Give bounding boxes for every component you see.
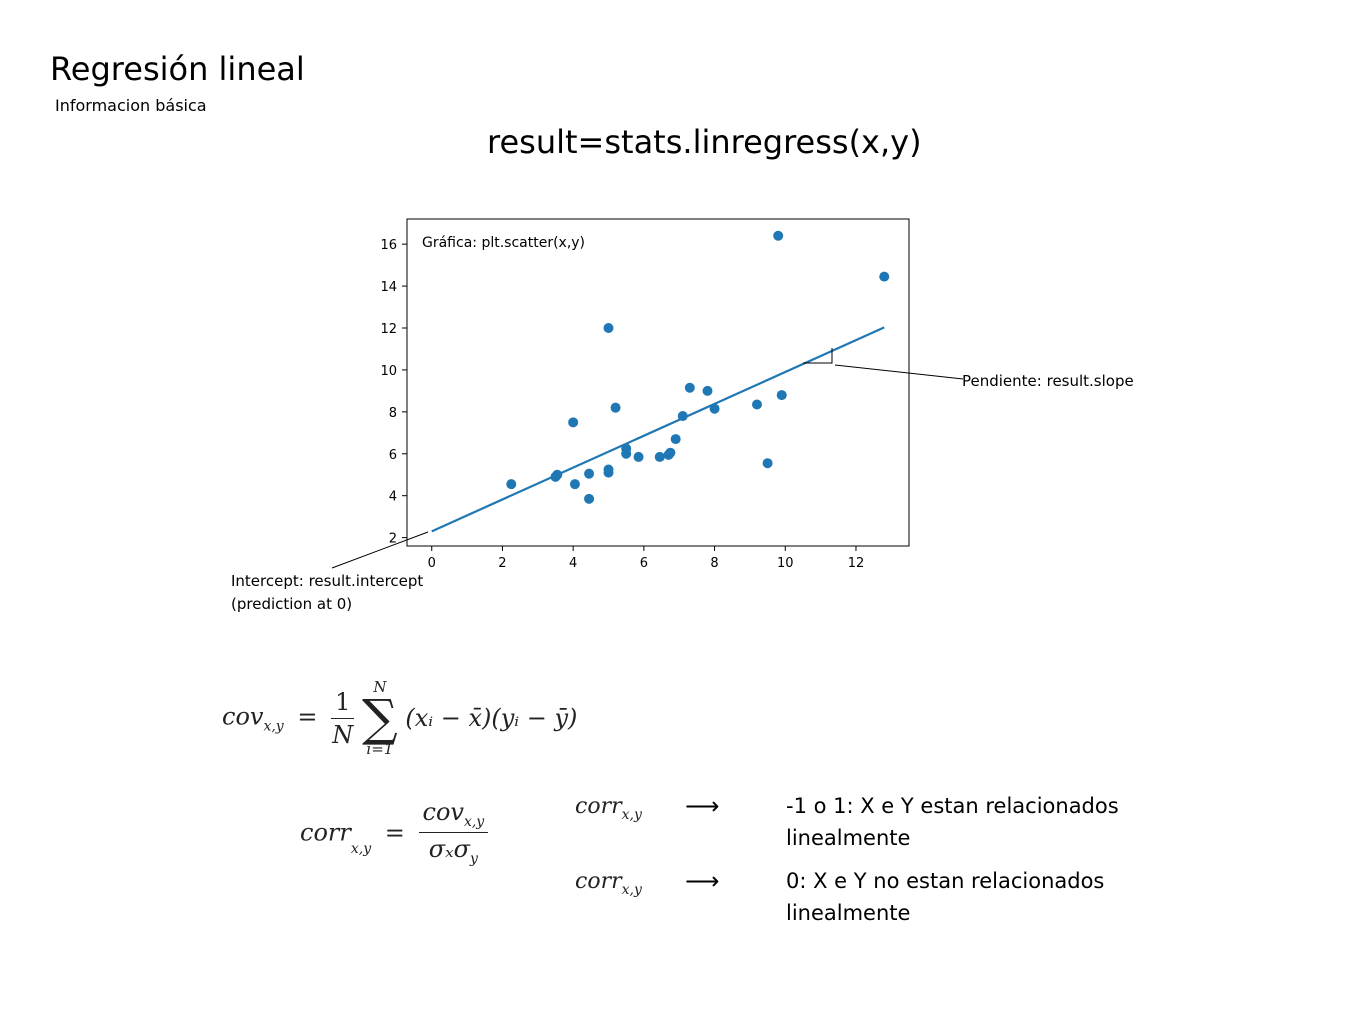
corr-fraction: covx,y σₓσy [418,798,489,867]
intercept-annotation: Intercept: result.intercept [231,572,424,590]
relation-corr: corr [575,869,622,894]
frac-denominator: N [332,720,354,749]
scatter-point [654,451,665,462]
corr-equals-sign: = [384,818,405,847]
scatter-points [506,230,890,504]
corr-num: cov [422,798,464,826]
scatter-point [584,468,595,479]
scatter-point [506,479,517,490]
y-axis: 2 4 6 8 10 12 14 16 [380,238,407,547]
intercept-annotation-note: (prediction at 0) [231,595,353,613]
slope-marker [803,348,833,364]
sigma-icon: ∑ [362,689,398,747]
x-tick-label: 10 [777,556,794,571]
x-axis: 0 2 4 6 8 10 12 [428,546,865,571]
slope-annotation: Pendiente: result.slope [962,372,1134,390]
cov-symbol: cov [222,702,264,731]
y-tick-label: 4 [389,490,397,505]
relation-text: -1 o 1: X e Y estan relacionados linealm… [786,794,1119,850]
page-subtitle: Informacion básica [55,96,207,115]
scatter-point [751,399,762,410]
sum-upper-limit: N [373,678,387,696]
y-tick-label: 6 [389,448,397,463]
scatter-point [603,464,614,475]
scatter-point [762,458,773,469]
scatter-point [773,230,784,241]
slope-leader [834,364,964,380]
arrow-right-icon: ⟶ [685,867,720,895]
relation-corr-subscript: x,y [621,882,642,898]
x-tick-label: 4 [569,556,577,571]
chart-title: Gráfica: plt.scatter(x,y) [422,235,585,251]
scatter-point [879,271,890,282]
y-tick-label: 8 [389,406,397,421]
equals-sign: = [297,702,318,731]
cov-body: (xᵢ − x̄)(yᵢ − ȳ) [405,704,578,732]
scatter-point [610,402,621,413]
scatter-point [665,447,676,458]
one-over-n: 1 N [331,688,355,749]
scatter-point [569,479,580,490]
x-tick-label: 2 [498,556,506,571]
corr-subscript: x,y [350,841,372,857]
y-tick-label: 2 [389,532,397,547]
code-expression: result=stats.linregress(x,y) [487,123,922,161]
frac-numerator: 1 [331,688,355,719]
scatter-point [568,417,579,428]
arrow-right-icon: ⟶ [685,792,720,820]
plot-frame [406,218,910,547]
relation-corr-subscript: x,y [621,807,642,823]
relation-text: 0: X e Y no estan relacionados linealmen… [786,869,1105,925]
corr-den: σₓσ [428,835,471,863]
x-tick-label: 0 [428,556,436,571]
x-tick-label: 12 [848,556,865,571]
scatter-point [603,323,614,333]
corr-symbol: corr [300,818,351,847]
cov-subscript: x,y [263,718,284,735]
regression-line [431,326,885,533]
scatter-point [702,385,713,396]
corr-num-subscript: x,y [463,814,485,830]
x-tick-label: 6 [640,556,648,571]
scatter-chart: 0 2 4 6 8 10 12 2 4 6 8 10 12 14 16 Gráfica: plt.scat… [331,218,964,571]
covariance-formula: covx,y = 1 N N ∑ i=1 (xᵢ − x̄)(yᵢ − ȳ) [222,678,577,758]
y-tick-label: 16 [380,238,397,253]
scatter-point [670,434,681,445]
y-tick-label: 10 [380,364,397,379]
relation-corr: corr [575,794,622,819]
y-tick-label: 14 [380,280,397,295]
scatter-point [584,493,595,504]
summation: N ∑ i=1 [362,678,398,758]
correlation-formula: corrx,y = covx,y σₓσy [300,798,489,867]
scatter-point [684,382,695,393]
x-tick-label: 8 [710,556,718,571]
page-title: Regresión lineal [50,50,305,88]
scatter-point [633,451,644,462]
corr-den-subscript: y [470,851,478,867]
y-tick-label: 12 [380,322,397,337]
sum-lower-limit: i=1 [366,740,394,758]
scatter-point [776,390,787,401]
intercept-leader [331,531,429,569]
